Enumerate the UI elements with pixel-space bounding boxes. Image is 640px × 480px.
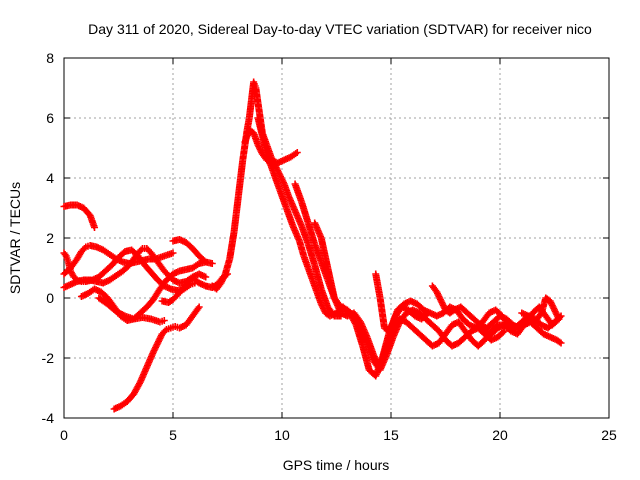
data-point-fill (194, 305, 202, 312)
y-tick-label: 6 (46, 110, 54, 126)
data-point (160, 317, 168, 324)
data-point (293, 149, 301, 156)
ticks-layer: 0 5 10 15 20 25 -4 -2 0 2 4 6 8 (42, 50, 617, 443)
x-tick-label: 10 (274, 427, 290, 443)
x-tick-label: 5 (169, 427, 177, 443)
x-tick-label: 0 (60, 427, 68, 443)
data-point (208, 260, 216, 267)
data-point (91, 224, 99, 231)
data-point-fill (137, 246, 145, 254)
data-point (557, 339, 565, 347)
data-point-fill (556, 338, 564, 346)
chart-title: Day 311 of 2020, Sidereal Day-to-day VTE… (88, 21, 592, 37)
data-point (500, 327, 508, 335)
y-tick-label: 4 (46, 170, 54, 186)
data-point (195, 303, 203, 311)
y-tick-label: -4 (42, 410, 55, 426)
y-axis-label: SDTVAR / TECUs (7, 182, 23, 294)
data-point (555, 315, 563, 323)
data-point-fill (161, 327, 169, 335)
data-point-fill (200, 257, 208, 265)
y-tick-label: 8 (46, 50, 54, 66)
data-point (202, 273, 210, 281)
data-point-fill (80, 245, 88, 252)
x-tick-label: 15 (383, 427, 399, 443)
x-tick-label: 25 (601, 427, 617, 443)
data-point (202, 258, 210, 266)
data-point-fill (185, 278, 193, 285)
y-tick-label: -2 (42, 350, 55, 366)
y-tick-label: 2 (46, 230, 54, 246)
x-tick-label: 20 (492, 427, 508, 443)
y-tick-label: 0 (46, 290, 54, 306)
x-axis-label: GPS time / hours (283, 457, 390, 473)
points-layer (60, 78, 565, 413)
data-point (169, 249, 177, 257)
data-point-fill (499, 328, 507, 336)
